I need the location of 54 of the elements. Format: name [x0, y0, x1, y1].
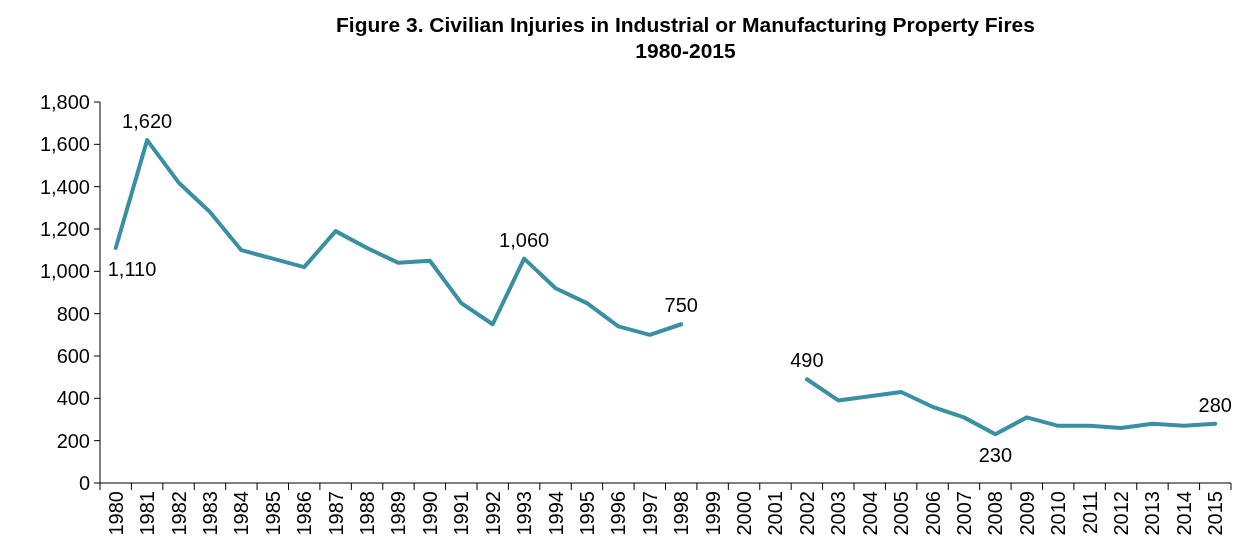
- x-tick-label: 2011: [1078, 491, 1101, 535]
- x-tick-label: 2005: [890, 491, 913, 536]
- y-tick-label: 1,400: [39, 175, 90, 198]
- x-tick-label: 1981: [136, 491, 159, 536]
- data-label: 230: [978, 444, 1013, 467]
- x-tick-label: 1992: [481, 491, 504, 536]
- y-tick-label: 0: [78, 472, 90, 494]
- x-tick-label: 2014: [1172, 491, 1195, 536]
- data-label: 490: [790, 349, 824, 372]
- y-tick-label: 1,200: [39, 218, 90, 240]
- x-tick-label: 1999: [701, 491, 724, 536]
- x-tick-label: 1998: [670, 491, 693, 536]
- x-tick-label: 1997: [638, 491, 661, 536]
- x-tick-label: 2009: [1015, 491, 1038, 536]
- data-label: 750: [664, 294, 698, 317]
- x-tick-label: 2004: [858, 491, 881, 536]
- x-tick-label: 1993: [513, 491, 536, 536]
- y-tick-label: 800: [56, 302, 90, 325]
- x-tick-label: 2001: [764, 491, 787, 536]
- x-tick-label: 2006: [921, 491, 944, 536]
- x-tick-label: 1980: [104, 491, 127, 536]
- y-tick-label: 1,600: [39, 133, 90, 156]
- x-tick-label: 1986: [293, 491, 316, 536]
- x-tick-label: 1988: [356, 491, 379, 536]
- x-tick-label: 1983: [198, 491, 221, 536]
- data-label: 1,060: [499, 228, 550, 251]
- y-tick-label: 1,000: [39, 260, 90, 283]
- x-tick-label: 2012: [1110, 491, 1133, 536]
- chart-title: Figure 3. Civilian Injuries in Industrial or Manufacturing Property Fires 1980-2015: [336, 13, 1035, 62]
- y-tick-label: 1,800: [39, 91, 90, 113]
- x-tick-label: 1994: [544, 491, 567, 536]
- x-tick-label: 1995: [575, 491, 598, 536]
- x-tick-label: 2003: [827, 491, 850, 536]
- data-label: 280: [1198, 393, 1232, 416]
- x-tick-label: 2002: [795, 491, 818, 536]
- x-tick-label: 2010: [1047, 491, 1070, 536]
- x-tick-label: 1985: [261, 491, 284, 536]
- x-tick-label: 1990: [418, 491, 441, 536]
- x-tick-label: 2015: [1204, 491, 1227, 536]
- x-tick-label: 2013: [1141, 491, 1164, 536]
- y-tick-label: 400: [56, 387, 90, 410]
- x-tick-label: 2007: [952, 491, 975, 536]
- x-tick-label: 1984: [230, 491, 253, 536]
- y-tick-label: 600: [56, 345, 90, 367]
- x-tick-label: 2008: [984, 491, 1007, 536]
- x-tick-label: 1989: [387, 491, 410, 536]
- x-tick-label: 1996: [607, 491, 630, 536]
- x-tick-label: 1982: [167, 491, 190, 536]
- y-tick-label: 200: [56, 429, 90, 452]
- data-label: 1,110: [107, 258, 157, 281]
- data-label: 1,620: [122, 110, 173, 133]
- x-tick-label: 2000: [733, 491, 756, 536]
- x-tick-label: 1987: [324, 491, 347, 536]
- x-tick-label: 1991: [450, 491, 473, 536]
